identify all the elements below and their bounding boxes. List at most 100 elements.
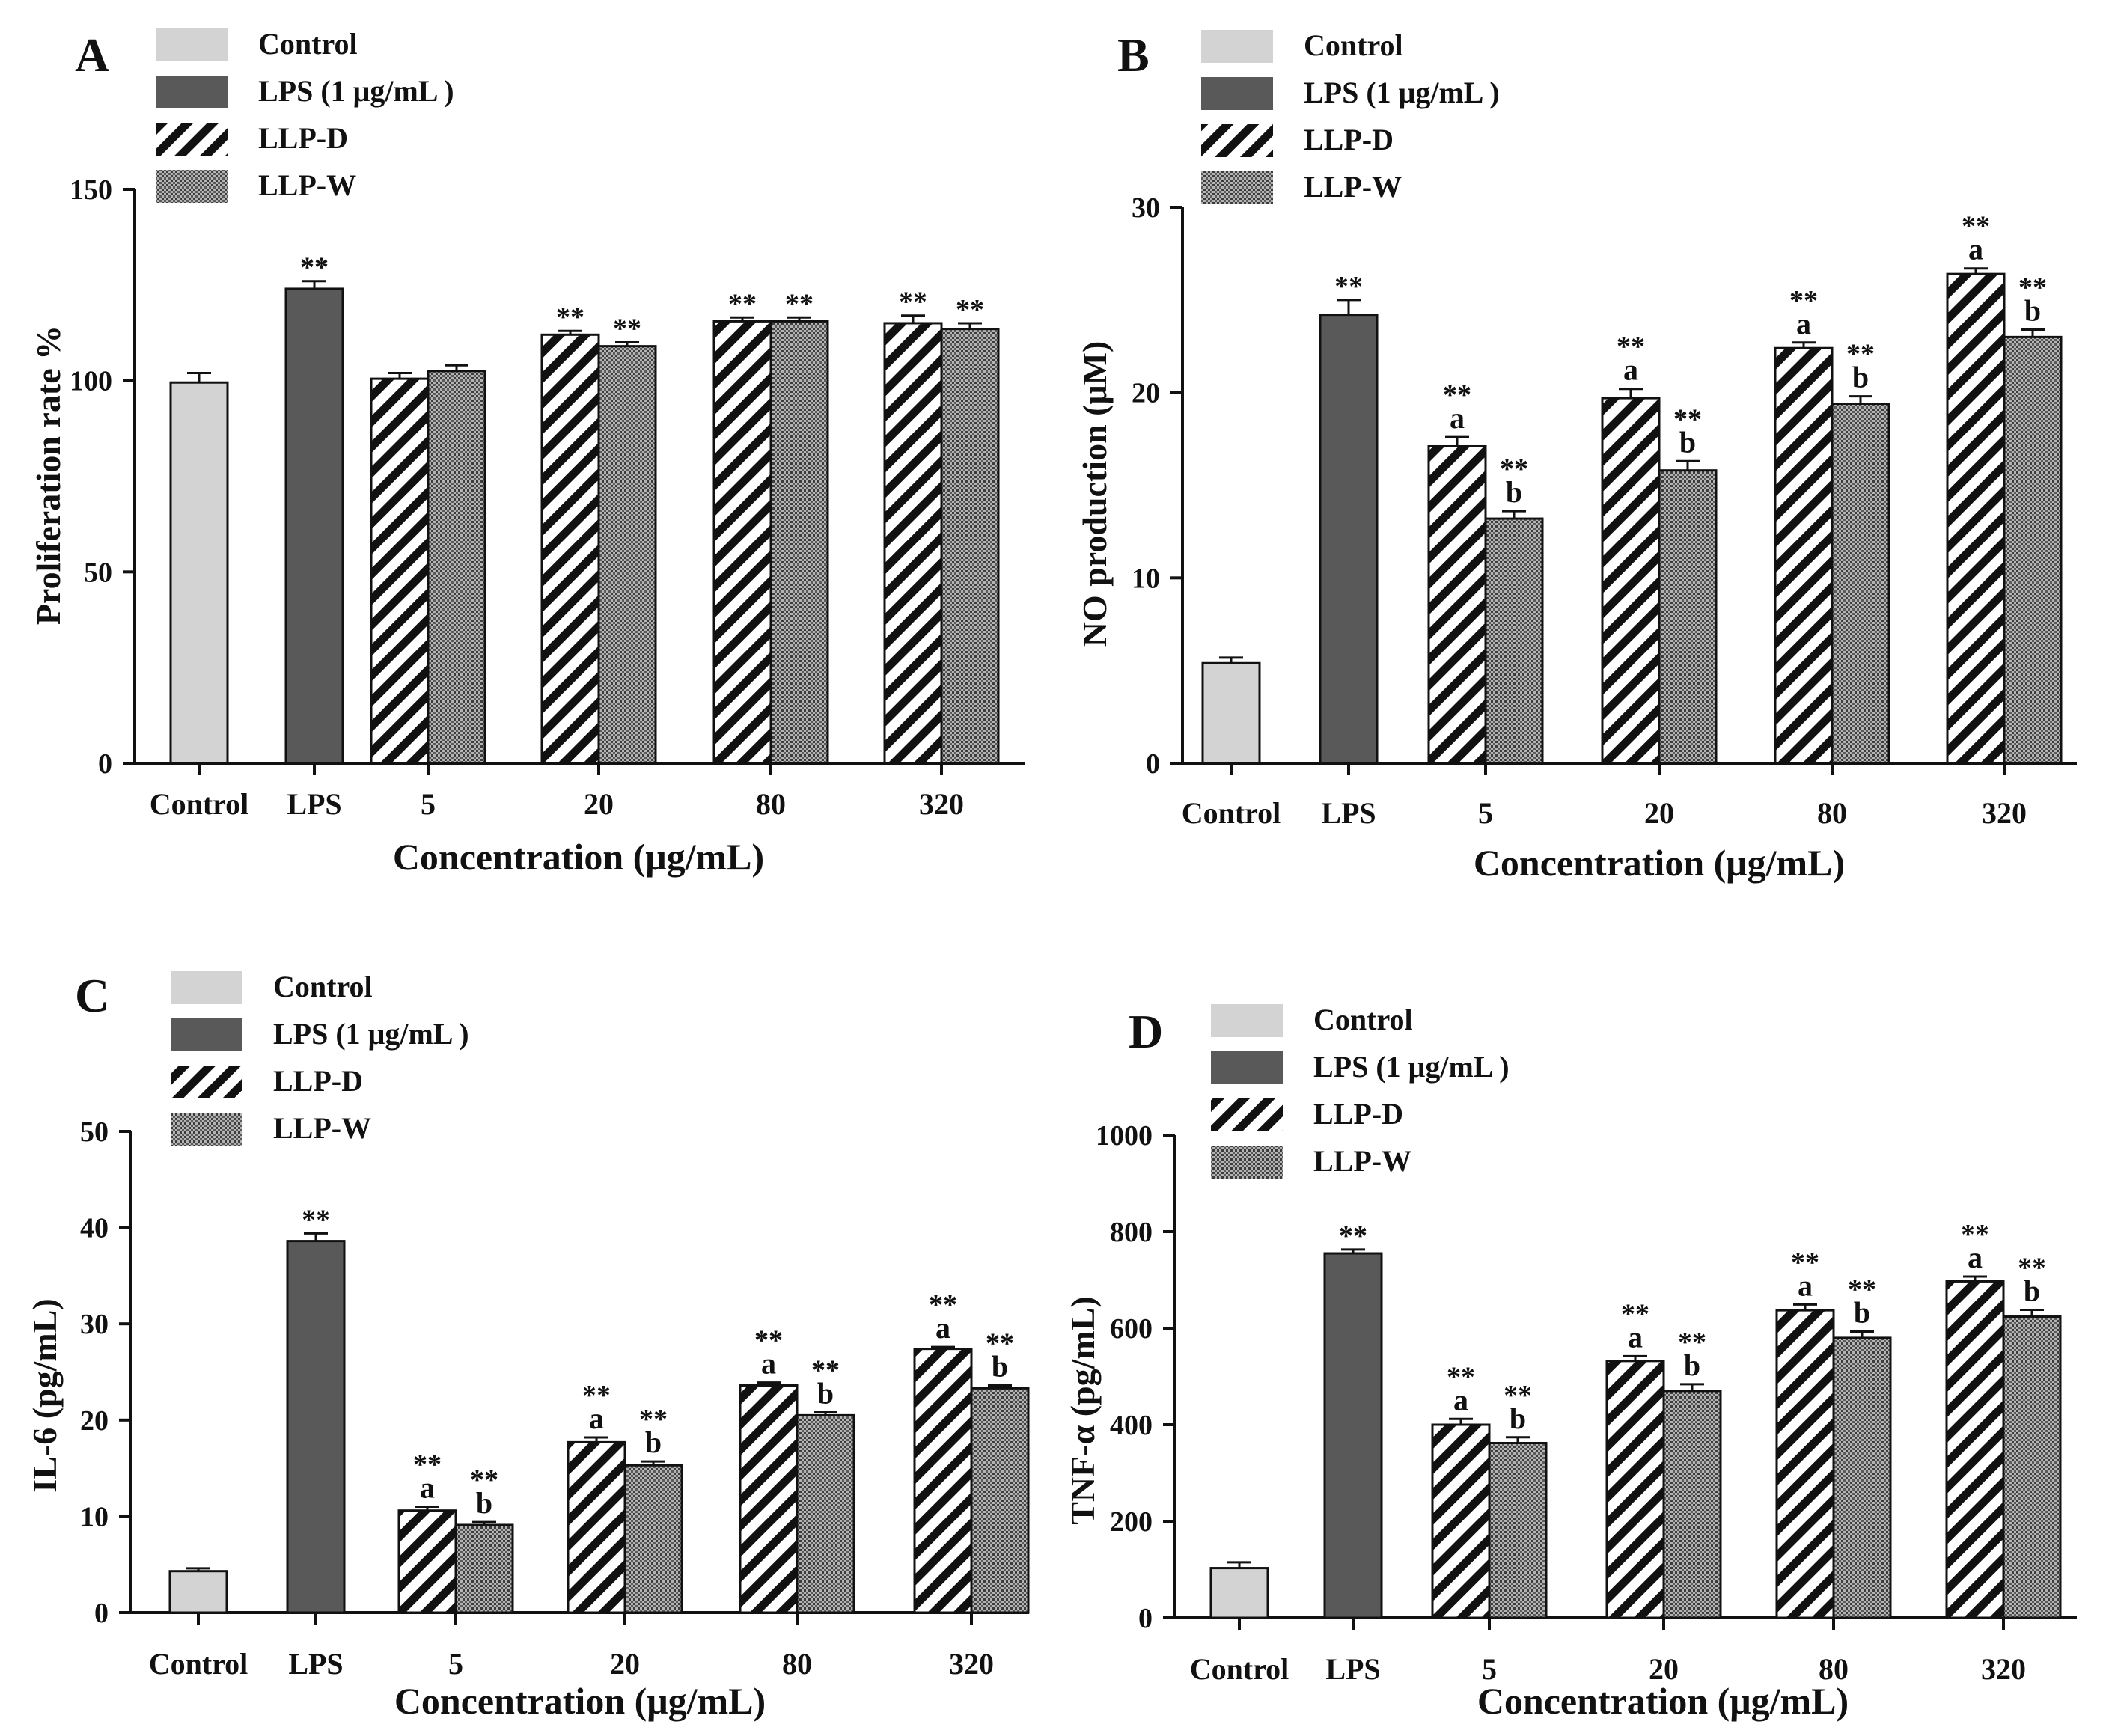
axes-c: 0 10 20 30 40 50 xyxy=(80,1116,1029,1629)
significance-marker: ** xyxy=(302,1204,330,1235)
category-labels-b: Control LPS 5 20 80 320 xyxy=(1182,796,2027,830)
bar-llp-w xyxy=(1658,469,1718,765)
bar-llp-w xyxy=(796,1413,855,1614)
y-axis-label-d: TNF-α (pg/mL) xyxy=(1063,1296,1102,1525)
category-label: 80 xyxy=(1817,796,1847,830)
significance-marker: ** xyxy=(582,1380,611,1411)
bar-lps xyxy=(1319,314,1379,765)
y-tick-label: 20 xyxy=(80,1405,109,1437)
bar-llp-w xyxy=(427,370,486,765)
y-tick-label: 400 xyxy=(1110,1410,1153,1441)
legend-swatch-llp-w xyxy=(156,170,228,203)
legend-label-llp-w: LLP-W xyxy=(1313,1144,1411,1178)
bars-c: **a**a**a** a**b**b**b** b** xyxy=(168,1204,1030,1614)
legend-swatch-lps xyxy=(1211,1051,1283,1084)
legend-label-llp-d: LLP-D xyxy=(1304,123,1394,156)
significance-marker: ** xyxy=(1617,331,1645,363)
significance-marker: ** xyxy=(1848,1274,1876,1306)
y-tick-label: 0 xyxy=(98,748,112,780)
significance-marker: ** xyxy=(2018,272,2047,303)
bar-llp-w xyxy=(623,1464,683,1614)
legend-swatch-llp-d xyxy=(156,123,228,156)
significance-letter: b xyxy=(476,1486,492,1520)
category-labels-a: Control LPS 5 20 80 320 xyxy=(150,787,964,821)
significance-marker: ** xyxy=(1504,1380,1532,1411)
x-axis-label-c: Concentration (μg/mL) xyxy=(394,1680,766,1722)
bar-llp-d xyxy=(540,333,600,765)
bars-d: **a**a**a** a**b**b**b** b** xyxy=(1209,1219,2062,1619)
y-tick-label: 40 xyxy=(80,1213,109,1244)
significance-marker: ** xyxy=(1334,271,1363,302)
y-tick-label: 10 xyxy=(1132,563,1160,594)
significance-marker: ** xyxy=(556,302,584,333)
category-label: 320 xyxy=(1982,796,2027,830)
x-axis-label-b: Concentration (μg/mL) xyxy=(1474,842,1845,884)
y-tick-label: 200 xyxy=(1110,1506,1153,1538)
y-tick-label: 50 xyxy=(80,1116,109,1148)
legend-swatch-lps xyxy=(1201,77,1273,110)
panel-letter-c: C xyxy=(75,969,109,1022)
significance-marker: ** xyxy=(785,288,814,320)
legend-label-control: Control xyxy=(258,27,358,61)
significance-marker: ** xyxy=(754,1325,783,1357)
y-tick-label: 10 xyxy=(80,1501,109,1532)
y-tick-label: 30 xyxy=(80,1309,109,1340)
panel-letter-a: A xyxy=(75,28,109,82)
significance-marker: ** xyxy=(956,294,984,326)
significance-marker: ** xyxy=(728,288,757,320)
category-label: 80 xyxy=(782,1647,812,1681)
y-tick-label: 0 xyxy=(94,1598,109,1629)
significance-letter: a xyxy=(420,1471,435,1505)
panel-b: B Control LPS (1 μg/mL ) LLP-D LLP-W NO … xyxy=(1075,28,2077,884)
significance-marker: ** xyxy=(811,1355,840,1387)
bar-llp-d xyxy=(1605,1360,1665,1619)
category-labels-d: Control LPS 5 20 80 320 xyxy=(1190,1652,2026,1686)
legend-panel-d: Control LPS (1 μg/mL ) LLP-D LLP-W xyxy=(1211,1003,1510,1179)
bar-llp-d xyxy=(712,320,772,765)
bar-llp-w xyxy=(2002,1315,2062,1619)
significance-marker: ** xyxy=(639,1404,668,1435)
bar-control xyxy=(169,381,229,765)
significance-letter: a xyxy=(1623,353,1638,387)
significance-letter: b xyxy=(1854,1296,1870,1330)
significance-marker: ** xyxy=(1500,453,1528,485)
bar-control xyxy=(1201,661,1261,765)
category-label: 5 xyxy=(421,787,436,821)
bar-llp-w xyxy=(1832,1336,1892,1619)
bar-llp-d xyxy=(1431,1423,1491,1619)
significance-letter: a xyxy=(761,1347,776,1381)
bars-a: ** ** ** ** ** ** ** xyxy=(169,252,1000,765)
significance-letter: a xyxy=(1450,401,1465,435)
significance-marker: ** xyxy=(413,1449,442,1481)
significance-marker: ** xyxy=(1443,379,1471,411)
significance-marker: ** xyxy=(1961,1219,1989,1250)
significance-letter: a xyxy=(1968,233,1983,266)
category-label: Control xyxy=(149,1647,248,1681)
y-axis-label-a: Proliferation rate % xyxy=(29,326,67,625)
significance-letter: b xyxy=(1679,425,1696,459)
bar-llp-d xyxy=(913,1348,973,1614)
significance-marker: ** xyxy=(1339,1220,1367,1252)
y-tick-label: 150 xyxy=(70,174,112,206)
legend-label-lps: LPS (1 μg/mL ) xyxy=(1313,1050,1510,1084)
significance-marker: ** xyxy=(1791,1247,1819,1278)
significance-letter: a xyxy=(1798,1268,1813,1302)
significance-marker: ** xyxy=(1846,339,1875,370)
category-label: Control xyxy=(1182,796,1281,830)
significance-letter: b xyxy=(2024,1274,2040,1307)
category-label: Control xyxy=(150,787,249,821)
axes-d: 0 200 400 600 800 1000 xyxy=(1096,1120,2077,1634)
legend-label-lps: LPS (1 μg/mL ) xyxy=(1304,76,1500,109)
x-axis-label-a: Concentration (μg/mL) xyxy=(393,836,764,878)
category-label: LPS xyxy=(288,1647,343,1681)
bar-llp-d xyxy=(397,1509,457,1614)
legend-panel-c: Control LPS (1 μg/mL ) LLP-D LLP-W xyxy=(171,970,469,1146)
bar-lps xyxy=(284,287,344,765)
legend-label-llp-d: LLP-D xyxy=(258,121,348,155)
significance-marker: ** xyxy=(1962,211,1990,242)
bar-control xyxy=(168,1570,228,1614)
bar-llp-w xyxy=(454,1523,514,1614)
significance-letter: b xyxy=(1510,1402,1526,1435)
legend-swatch-llp-d xyxy=(171,1066,242,1098)
